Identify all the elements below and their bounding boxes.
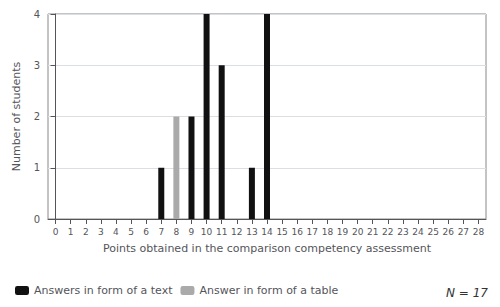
svg-text:1: 1 xyxy=(34,162,40,173)
svg-text:2: 2 xyxy=(34,111,40,122)
svg-text:Answer in form of a table: Answer in form of a table xyxy=(199,284,338,297)
svg-text:5: 5 xyxy=(128,227,134,237)
svg-text:4: 4 xyxy=(113,227,119,237)
svg-text:14: 14 xyxy=(261,227,273,237)
svg-text:13: 13 xyxy=(246,227,257,237)
svg-text:8: 8 xyxy=(174,227,180,237)
svg-text:25: 25 xyxy=(427,227,438,237)
svg-text:6: 6 xyxy=(143,227,149,237)
svg-text:7: 7 xyxy=(158,227,164,237)
svg-text:Answers in form of a text: Answers in form of a text xyxy=(34,284,173,297)
svg-text:12: 12 xyxy=(231,227,242,237)
svg-text:23: 23 xyxy=(397,227,408,237)
svg-text:N = 17: N = 17 xyxy=(446,286,488,300)
svg-text:Number of students: Number of students xyxy=(10,61,23,171)
svg-text:0: 0 xyxy=(53,227,59,237)
svg-text:0: 0 xyxy=(34,214,40,225)
svg-text:Points obtained in the compari: Points obtained in the comparison compet… xyxy=(103,242,432,255)
svg-text:24: 24 xyxy=(412,227,424,237)
svg-text:9: 9 xyxy=(189,227,195,237)
svg-text:4: 4 xyxy=(34,9,40,20)
svg-text:3: 3 xyxy=(98,227,104,237)
svg-text:10: 10 xyxy=(201,227,213,237)
svg-text:16: 16 xyxy=(291,227,303,237)
svg-text:17: 17 xyxy=(307,227,318,237)
svg-text:27: 27 xyxy=(458,227,469,237)
svg-text:22: 22 xyxy=(382,227,393,237)
svg-text:26: 26 xyxy=(443,227,455,237)
svg-text:1: 1 xyxy=(68,227,74,237)
svg-text:2: 2 xyxy=(83,227,89,237)
svg-text:11: 11 xyxy=(216,227,227,237)
svg-text:15: 15 xyxy=(276,227,287,237)
svg-text:21: 21 xyxy=(367,227,378,237)
svg-text:3: 3 xyxy=(34,60,40,71)
svg-text:18: 18 xyxy=(322,227,334,237)
svg-text:28: 28 xyxy=(473,227,485,237)
svg-text:20: 20 xyxy=(352,227,364,237)
svg-text:19: 19 xyxy=(337,227,349,237)
